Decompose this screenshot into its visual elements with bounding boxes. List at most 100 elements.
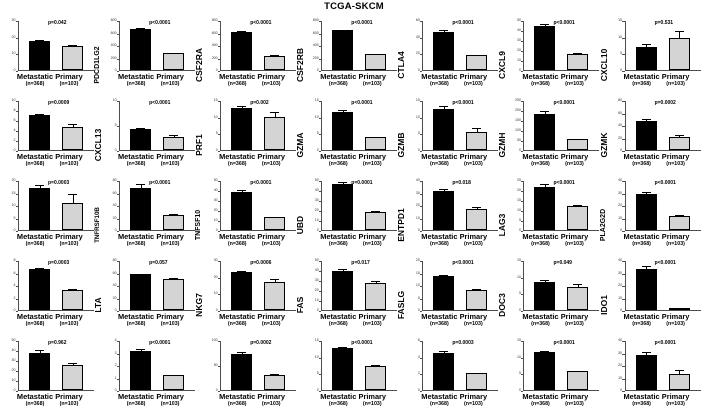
- y-tick: [217, 191, 221, 192]
- x-group-count: (n=103): [565, 401, 584, 407]
- y-tick: [318, 181, 322, 182]
- x-group-primary: Primary (n=103): [150, 73, 190, 88]
- gene-label-tnfrsf10a: TNFRSF10A: [0, 197, 3, 253]
- x-group-name: Primary: [358, 152, 387, 161]
- y-tick-label: 10: [314, 298, 319, 303]
- x-group-count: (n=368): [227, 161, 247, 167]
- error-bar-cap: [136, 273, 146, 275]
- gene-label-tnfsf10: TNFSF10: [195, 209, 203, 241]
- y-tick: [520, 151, 524, 152]
- plot-area: 0 5 10 15: [315, 99, 398, 152]
- x-group-name: Primary: [459, 392, 488, 401]
- x-group-primary: Primary (n=103): [251, 313, 291, 328]
- x-axis-labels: Metastatic (n=368) Primary (n=103): [118, 393, 199, 413]
- x-group-primary: Primary (n=103): [150, 233, 190, 248]
- y-tick: [318, 374, 322, 376]
- x-axis: [624, 310, 701, 311]
- y-tick: [15, 341, 18, 342]
- y-axis: [321, 181, 323, 231]
- y-tick-label: 0: [215, 68, 218, 73]
- y-tick: [419, 298, 423, 300]
- y-axis: [119, 101, 121, 151]
- x-group-count: (n=103): [464, 321, 483, 327]
- y-axis: [119, 261, 121, 311]
- y-tick-label: 5: [215, 131, 218, 136]
- x-group-count: (n=103): [666, 161, 685, 167]
- y-tick: [116, 391, 120, 392]
- y-tick-label: 0: [215, 388, 218, 393]
- error-bar: [375, 280, 377, 284]
- x-group-name: Primary: [257, 392, 285, 401]
- error-bar: [39, 350, 41, 354]
- x-group-metastatic: Metastatic (n=368): [15, 393, 55, 408]
- x-axis-labels: Metastatic (n=368) Primary (n=103): [522, 72, 603, 93]
- bar-metastatic: [534, 351, 556, 390]
- y-tick: [116, 366, 120, 367]
- error-bar-cap: [371, 53, 381, 55]
- error-bar: [72, 363, 74, 366]
- error-bar-cap: [338, 110, 348, 112]
- p-value-label: p<0.0001: [654, 340, 676, 346]
- y-tick-label: 400: [110, 43, 117, 48]
- y-tick-label: 50: [314, 258, 319, 263]
- x-axis: [523, 230, 600, 231]
- y-axis: [119, 181, 121, 231]
- gene-label-cxcl11: CXCL11: [0, 128, 2, 162]
- gene-label-entpd1: ENTPD1: [396, 208, 407, 242]
- y-tick: [318, 341, 322, 342]
- p-value-label: p<0.0001: [654, 180, 676, 186]
- bar-metastatic: [29, 115, 50, 150]
- x-group-count: (n=368): [25, 401, 45, 407]
- y-axis: [523, 21, 525, 71]
- y-tick-label: 50: [213, 178, 218, 183]
- error-bar: [443, 105, 445, 111]
- x-group-primary: Primary (n=103): [150, 313, 190, 328]
- panel-pla2g2d: PLA2G2D 0 10 20 30 40 p<0.0001 Metastatic (n=368…: [600, 209, 708, 333]
- y-tick-label: 0: [215, 308, 218, 313]
- error-bar-cap: [439, 275, 449, 277]
- x-group-count: (n=103): [261, 161, 281, 167]
- x-group-metastatic: Metastatic (n=368): [520, 393, 560, 408]
- p-value-label: p<0.0001: [149, 100, 171, 106]
- y-tick: [520, 211, 524, 212]
- gene-label-pdcd1lg2: PDCD1LG2: [94, 46, 102, 84]
- p-value-label: p=0.049: [553, 260, 572, 266]
- error-bar: [241, 106, 243, 109]
- x-group-name: Metastatic: [219, 72, 256, 81]
- gene-label-faslg: FASLG: [396, 290, 407, 320]
- y-axis: [119, 341, 121, 391]
- panel-grid: BATF20102030p=0.042Metastatic(n=368)Prim…: [0, 13, 708, 413]
- error-bar-cap: [68, 363, 77, 364]
- plot-area: 0 5 10 15: [618, 19, 701, 72]
- bar-metastatic: [534, 113, 556, 150]
- plot-area: 0 10 20 30 40 50: [214, 179, 297, 232]
- p-value-label: p<0.0001: [553, 20, 575, 26]
- y-tick: [217, 117, 221, 119]
- x-axis: [523, 310, 600, 311]
- y-tick: [520, 311, 524, 312]
- error-bar: [39, 184, 41, 189]
- y-tick: [217, 201, 221, 202]
- y-tick: [419, 231, 423, 232]
- x-group-count: (n=103): [362, 321, 382, 327]
- y-tick-label: 10: [415, 114, 420, 119]
- error-bar: [342, 269, 344, 272]
- x-group-count: (n=368): [531, 161, 550, 167]
- y-tick: [419, 357, 423, 359]
- bar-metastatic: [130, 273, 152, 310]
- y-tick-label: 50: [516, 138, 521, 143]
- y-tick-label: 10: [618, 295, 623, 300]
- y-tick: [318, 33, 322, 35]
- x-axis-labels: Metastatic (n=368) Primary (n=103): [320, 152, 401, 173]
- gene-label-gzmb: GZMB: [396, 132, 407, 158]
- x-group-metastatic: Metastatic (n=368): [419, 73, 459, 88]
- p-value-label: p<0.0001: [351, 100, 373, 106]
- gene-label-tnfrsf10b: TNFRSF10B: [94, 207, 102, 243]
- x-group-metastatic: Metastatic (n=368): [116, 233, 156, 248]
- error-bar-cap: [68, 193, 77, 195]
- y-tick-label: 0: [13, 388, 16, 393]
- x-group-name: Primary: [560, 72, 589, 81]
- y-tick-label: 2: [13, 295, 16, 300]
- y-tick: [15, 37, 18, 39]
- y-tick-label: 15: [516, 198, 521, 203]
